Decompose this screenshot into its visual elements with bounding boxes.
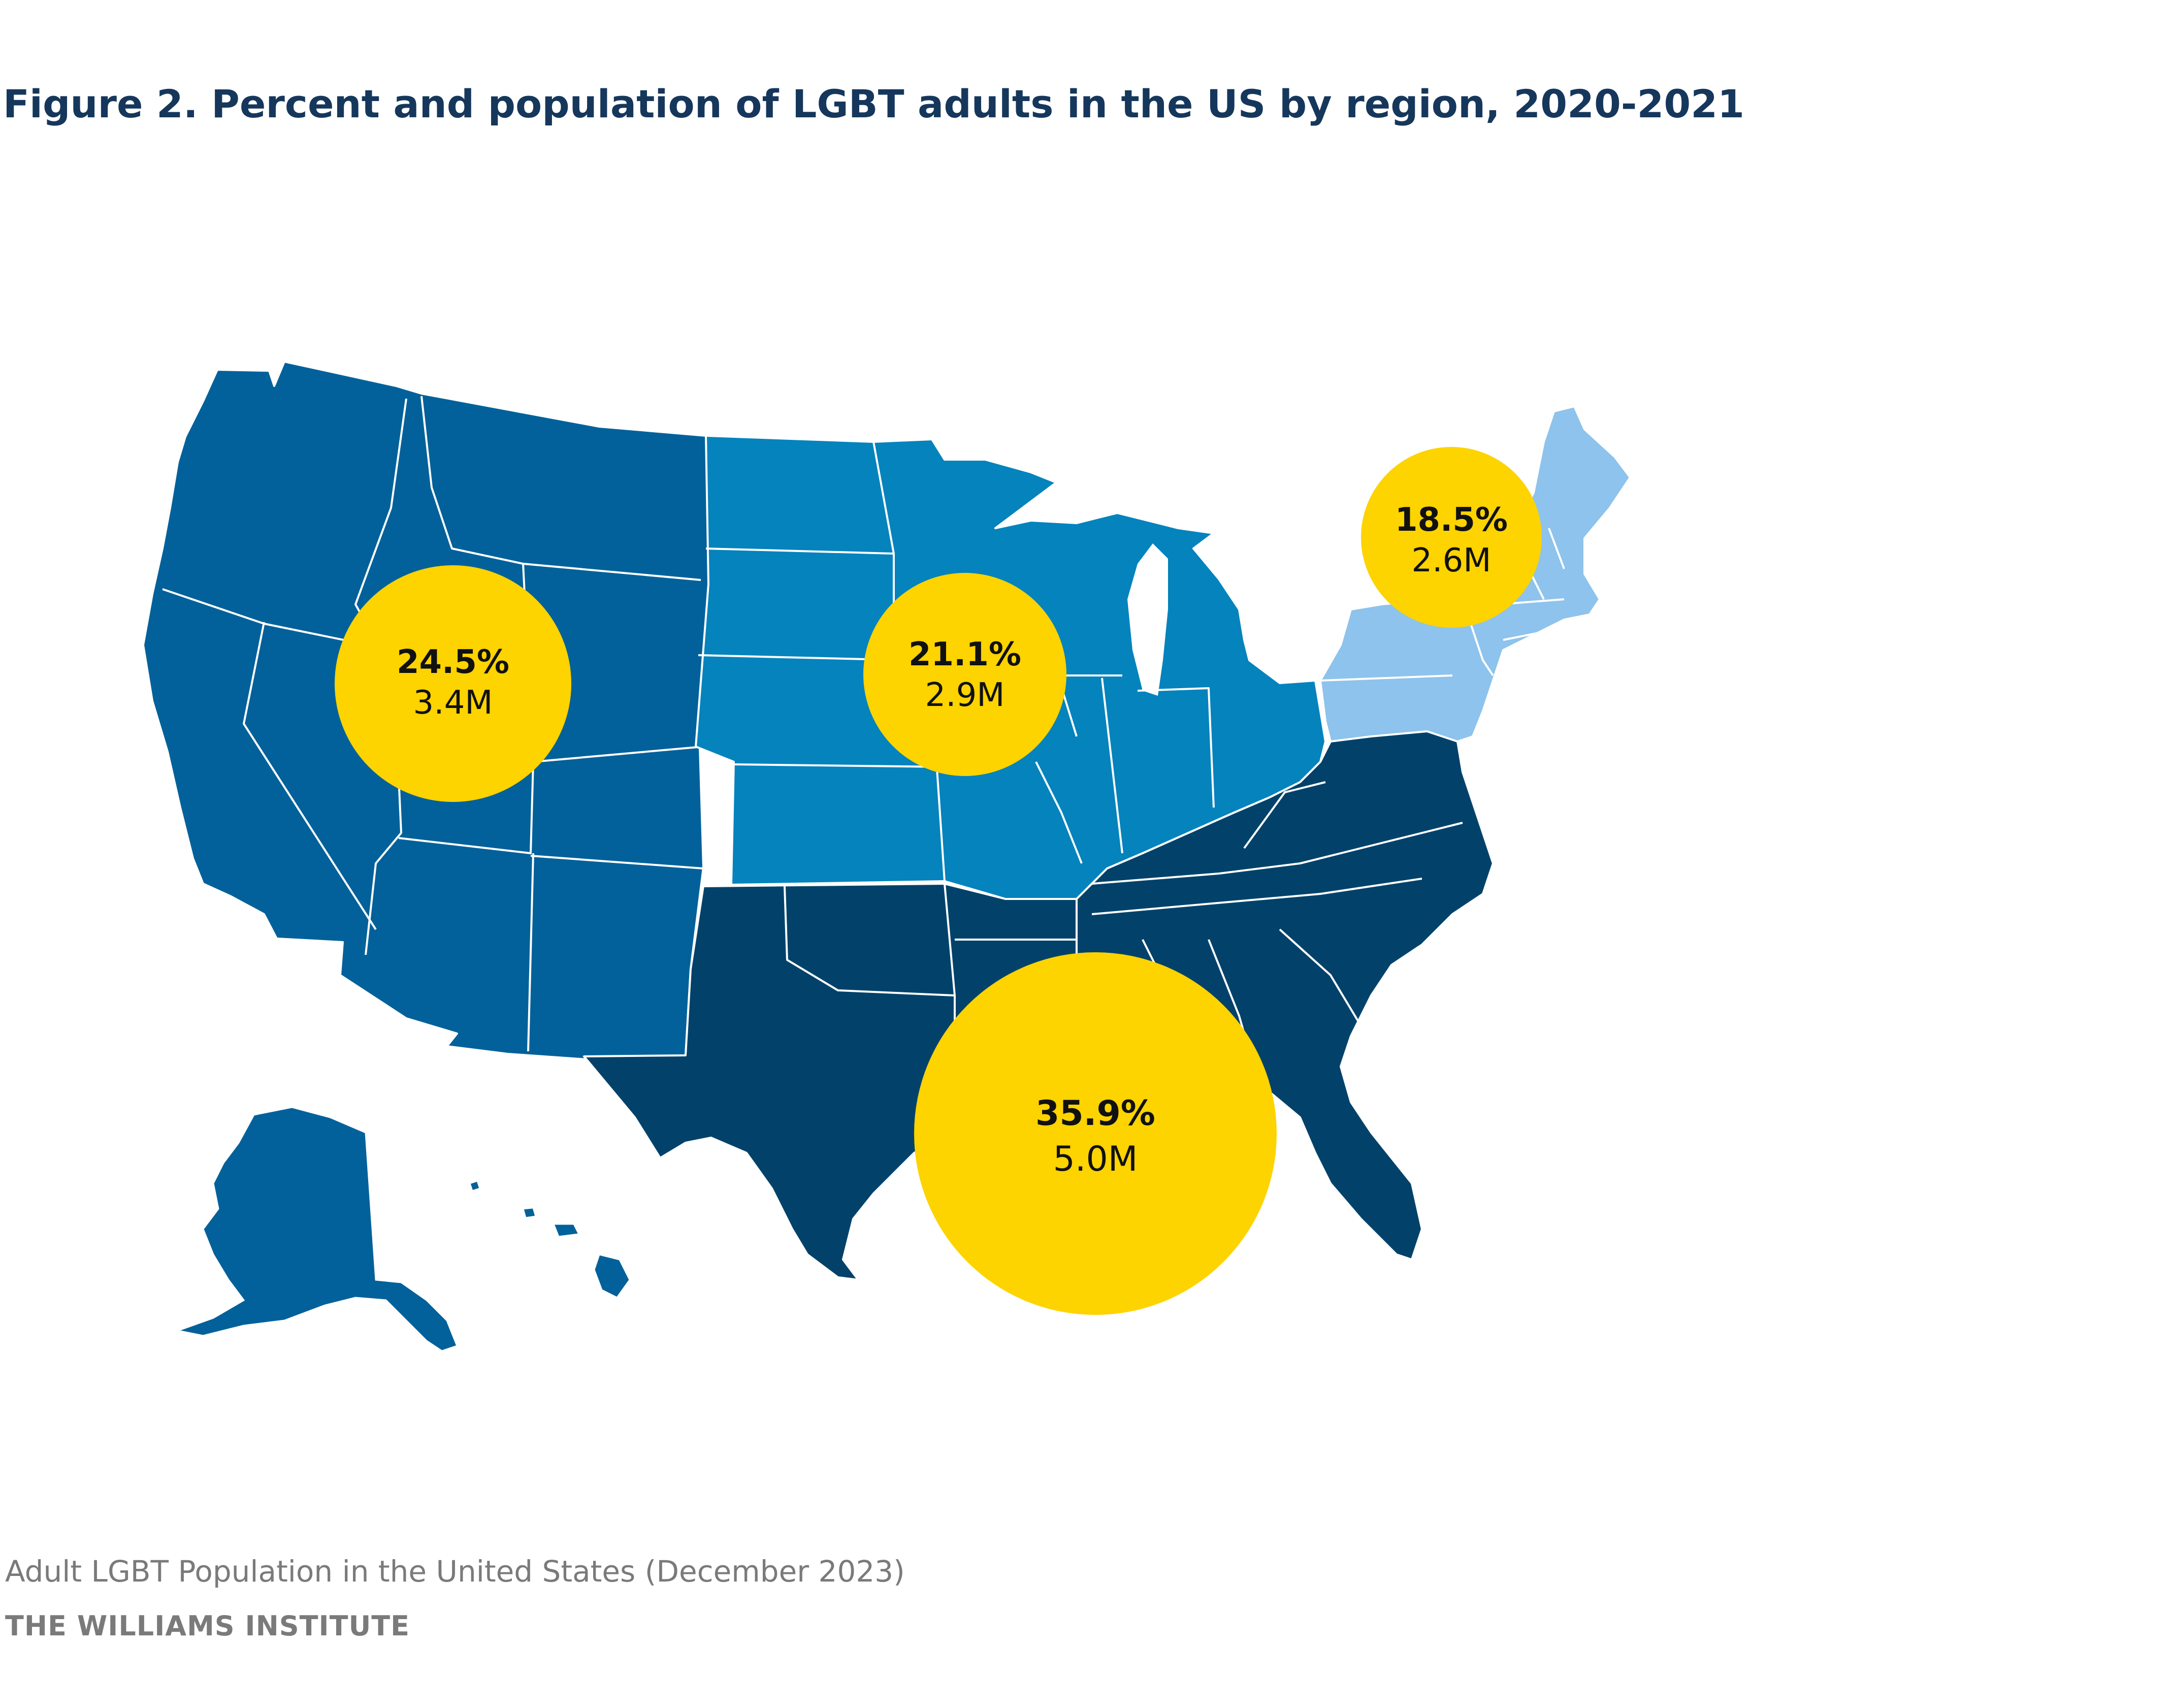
lake-michigan	[1127, 543, 1168, 696]
bubble-south: 35.9% 5.0M	[914, 952, 1277, 1315]
bubble-west-population: 3.4M	[413, 684, 493, 722]
bubble-northeast-population: 2.6M	[1412, 542, 1491, 579]
hawaii-2	[522, 1207, 537, 1219]
bubble-west-percent: 24.5%	[397, 643, 509, 681]
bubble-midwest-percent: 21.1%	[909, 636, 1021, 673]
bubble-midwest: 21.1% 2.9M	[863, 573, 1066, 776]
hawaii-3	[552, 1223, 580, 1238]
bubble-south-population: 5.0M	[1053, 1139, 1138, 1179]
organization-caption: THE WILLIAMS INSTITUTE	[5, 1610, 410, 1642]
alaska	[175, 1106, 458, 1352]
figure-title: Figure 2. Percent and population of LGBT…	[3, 81, 1744, 126]
source-caption: Adult LGBT Population in the United Stat…	[5, 1554, 905, 1589]
bubble-northeast-percent: 18.5%	[1395, 501, 1508, 539]
hawaii-4	[593, 1253, 631, 1299]
bubble-west: 24.5% 3.4M	[335, 565, 571, 802]
hawaii-1	[469, 1180, 481, 1192]
region-west-alaska-hawaii	[175, 1106, 631, 1352]
bubble-northeast: 18.5% 2.6M	[1361, 447, 1542, 628]
bubble-south-percent: 35.9%	[1035, 1093, 1155, 1134]
bubble-midwest-population: 2.9M	[925, 676, 1005, 714]
